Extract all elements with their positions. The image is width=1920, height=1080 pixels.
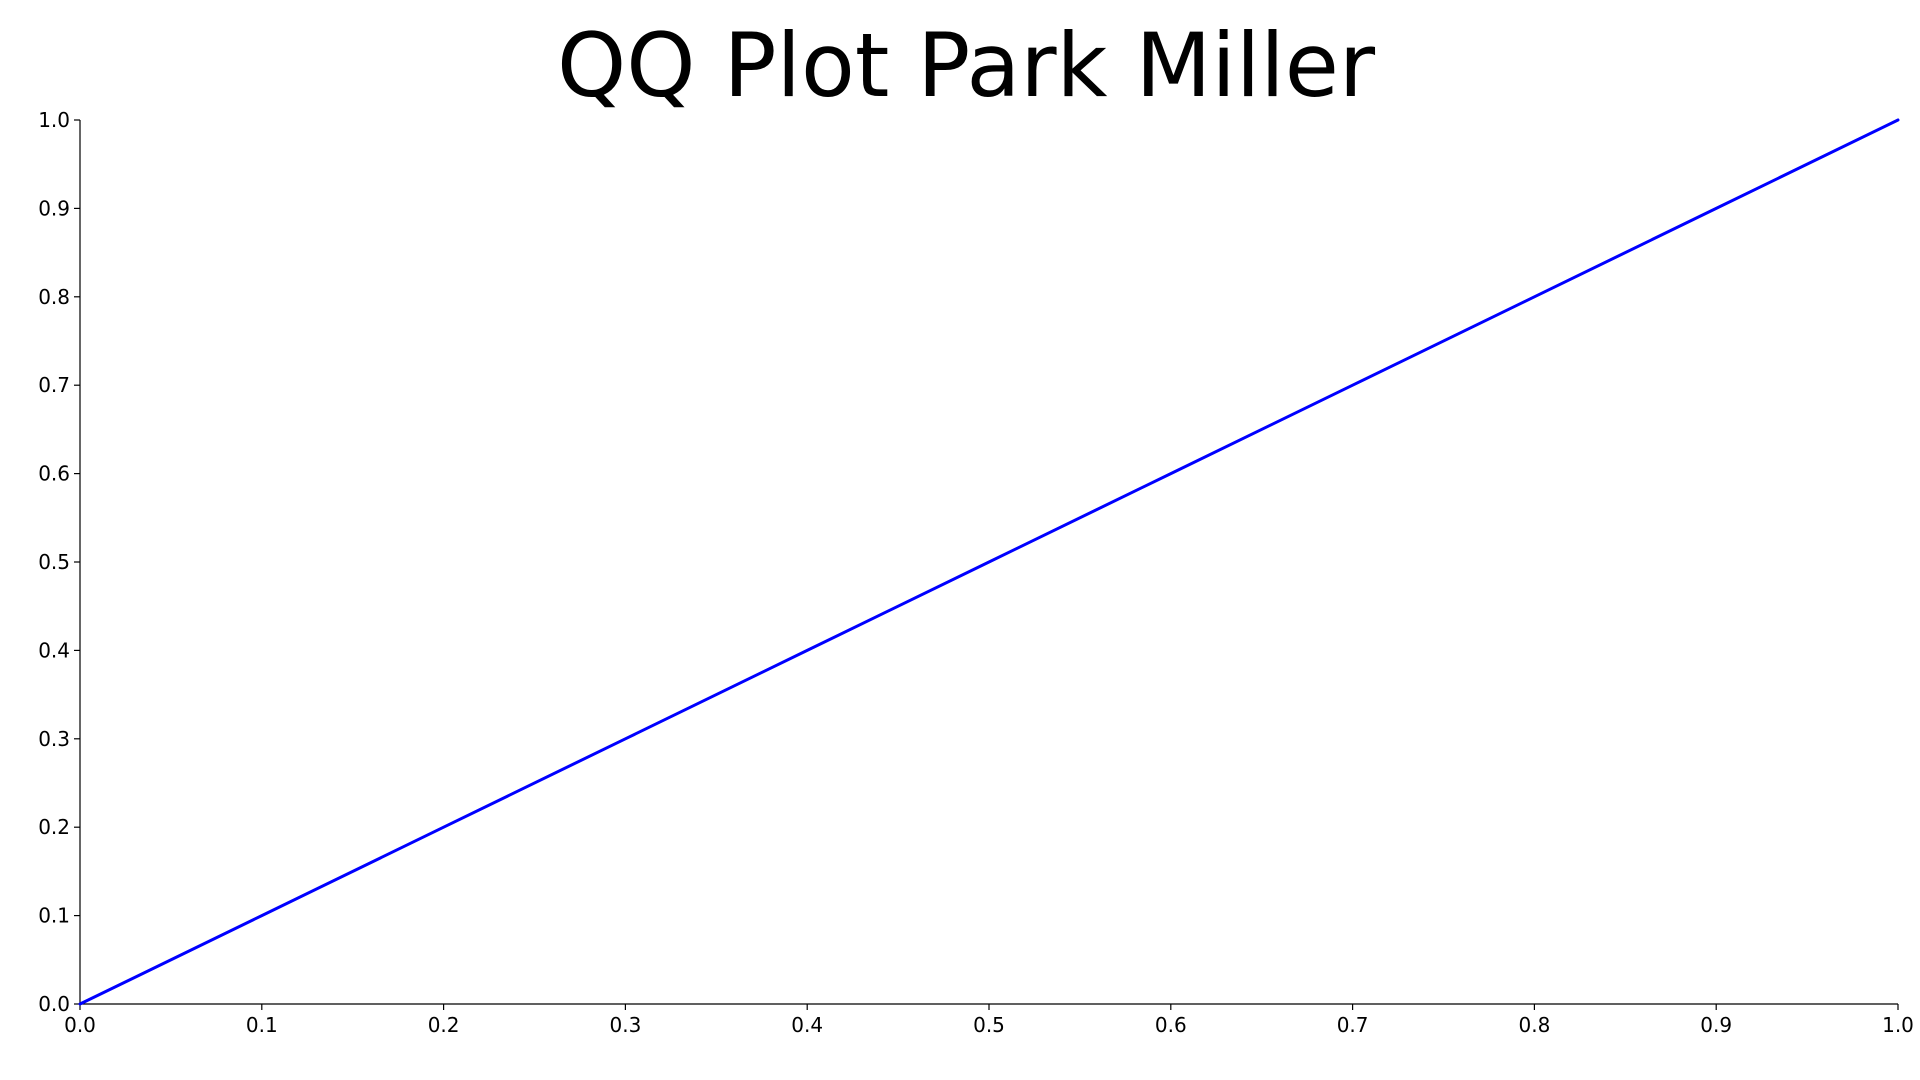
plot-axes: 0.0 0.1 0.2 0.3 0.4 0.5 0.6 0.7 0.8 0.9 1.0 0.0 0.1… xyxy=(38,108,1914,1037)
y-tick-label: 1.0 xyxy=(38,108,70,132)
series-layer xyxy=(78,118,1900,1006)
y-tick-label: 0.4 xyxy=(38,638,70,662)
x-tick-label: 0.9 xyxy=(1700,1013,1732,1037)
x-tick-label: 0.2 xyxy=(428,1013,460,1037)
y-tick-label: 0.8 xyxy=(38,285,70,309)
x-tick-label: 0.1 xyxy=(246,1013,278,1037)
y-tick-label: 0.2 xyxy=(38,815,70,839)
x-tick-label: 0.7 xyxy=(1337,1013,1369,1037)
qq-series-line xyxy=(78,118,1900,1006)
chart-title: QQ Plot Park Miller xyxy=(557,14,1376,117)
y-tick-label: 0.9 xyxy=(38,196,70,220)
x-tick-label: 1.0 xyxy=(1882,1013,1914,1037)
x-tick-label: 0.0 xyxy=(64,1013,96,1037)
y-tick-label: 0.6 xyxy=(38,462,70,486)
x-tick-label: 0.8 xyxy=(1518,1013,1550,1037)
y-tick-label: 0.5 xyxy=(38,550,70,574)
x-tick-label: 0.3 xyxy=(609,1013,641,1037)
y-tick-label: 0.0 xyxy=(38,992,70,1016)
y-tick-label: 0.3 xyxy=(38,727,70,751)
x-tick-label: 0.5 xyxy=(973,1013,1005,1037)
x-axis-ticks: 0.0 0.1 0.2 0.3 0.4 0.5 0.6 0.7 0.8 0.9 1.0 xyxy=(64,1004,1914,1037)
x-tick-label: 0.4 xyxy=(791,1013,823,1037)
y-tick-label: 0.1 xyxy=(38,904,70,928)
x-tick-label: 0.6 xyxy=(1155,1013,1187,1037)
y-axis-ticks: 0.0 0.1 0.2 0.3 0.4 0.5 0.6 0.7 0.8 0.9 1.0 xyxy=(38,108,80,1016)
y-tick-label: 0.7 xyxy=(38,373,70,397)
